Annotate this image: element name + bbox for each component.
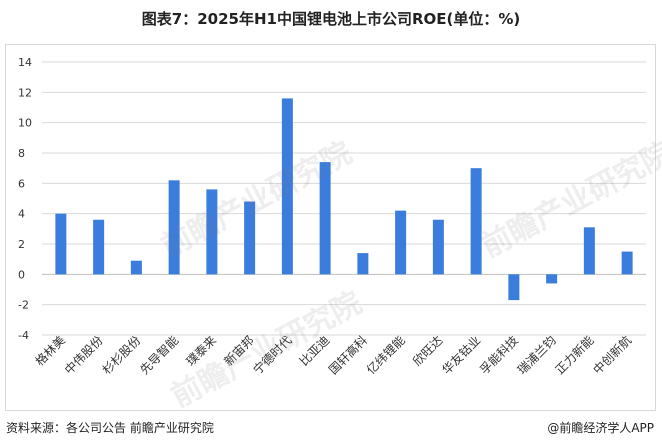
- bar-13: [546, 274, 558, 284]
- x-tick-label: 杉杉股份: [100, 333, 144, 377]
- bar-0: [55, 213, 67, 275]
- x-tick-label: 国轩高科: [325, 333, 370, 378]
- bar-4: [206, 189, 218, 275]
- y-tick-label: 10: [18, 117, 32, 130]
- bar-2: [130, 260, 142, 275]
- y-tick-label: 0: [18, 268, 25, 281]
- bar-8: [357, 253, 369, 275]
- y-tick-label: 8: [18, 147, 25, 160]
- y-tick-label: 12: [18, 86, 32, 99]
- bar-15: [621, 251, 633, 275]
- brand-label: @前瞻经济学人APP: [547, 421, 654, 435]
- x-tick-label: 亿纬锂能: [363, 333, 408, 378]
- x-tick-label: 新宙邦: [221, 333, 257, 369]
- x-tick-label: 华友钴业: [439, 333, 484, 378]
- y-tick-label: -4: [18, 329, 29, 342]
- x-tick-label: 格林美: [32, 333, 68, 369]
- chart-title: 图表7：2025年H1中国锂电池上市公司ROE(单位：%): [141, 10, 521, 28]
- x-tick-label: 中伟股份: [61, 333, 106, 378]
- x-tick-label: 宁德时代: [250, 333, 295, 378]
- bar-5: [244, 201, 256, 275]
- x-tick-label: 欣旺达: [410, 333, 445, 368]
- bar-11: [470, 168, 482, 275]
- y-tick-label: 4: [18, 208, 25, 221]
- x-tick-label: 正力新能: [552, 333, 597, 378]
- chart-frame: 14 12 10 8 6 4 2 0 -2 -4 格林美 中伟股份 杉杉股份 先导智能 璞泰来 新宙邦 宁德时代…: [5, 44, 656, 411]
- x-tick-label: 璞泰来: [184, 333, 219, 368]
- x-tick-label: 比亚迪: [297, 333, 332, 368]
- bar-12: [508, 274, 520, 301]
- y-tick-label: 14: [18, 56, 32, 69]
- bar-14: [583, 227, 595, 275]
- bar-1: [93, 219, 105, 275]
- y-tick-label: 6: [18, 177, 25, 190]
- source-note: 资料来源：各公司公告 前瞻产业研究院: [6, 421, 214, 435]
- x-tick-label: 瑞浦兰钧: [515, 333, 559, 377]
- x-tick-label: 孚能科技: [477, 333, 521, 377]
- y-tick-label: 2: [18, 238, 25, 251]
- x-tick-label: 先导智能: [137, 333, 182, 378]
- bar-6: [281, 98, 293, 275]
- y-tick-label: -2: [18, 299, 29, 312]
- x-tick-label: 中创新航: [590, 333, 635, 378]
- bar-9: [395, 210, 407, 275]
- bar-7: [319, 162, 331, 275]
- bar-10: [432, 219, 444, 275]
- bar-3: [168, 180, 180, 275]
